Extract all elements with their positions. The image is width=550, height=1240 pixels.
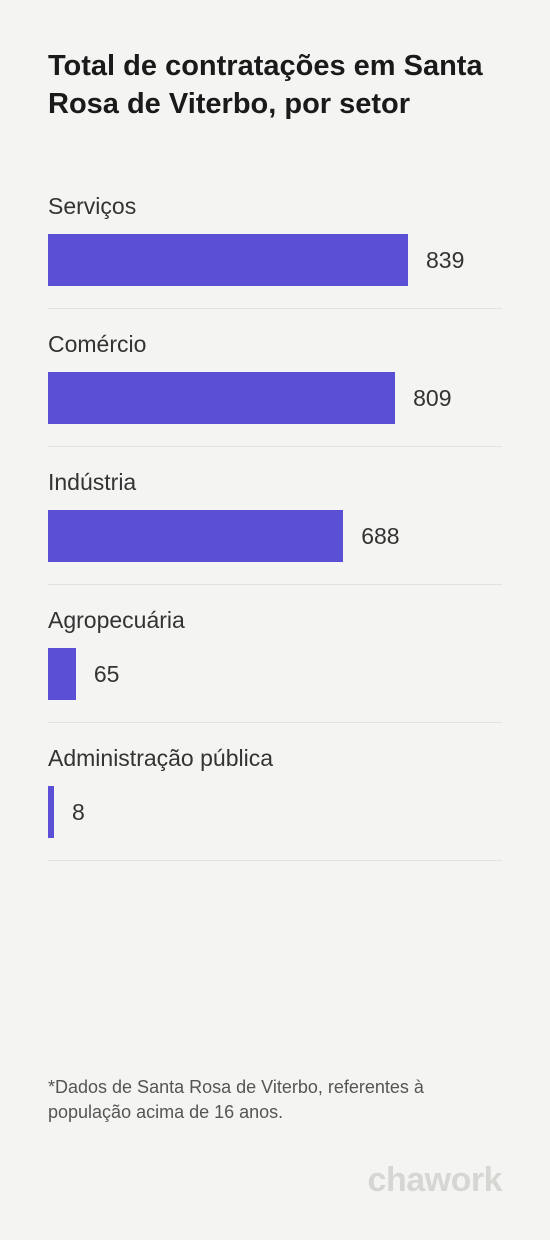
bar-chart: Serviços 839 Comércio 809 Indústria 688 Agrope… — [48, 193, 502, 1070]
bar-line: 809 — [48, 372, 502, 424]
bar-row: Indústria 688 — [48, 469, 502, 585]
bar-value: 688 — [361, 523, 399, 550]
bar-row: Administração pública 8 — [48, 745, 502, 861]
chart-title: Total de contratações em Santa Rosa de V… — [48, 48, 502, 123]
bar-value: 839 — [426, 247, 464, 274]
bar-row: Comércio 809 — [48, 331, 502, 447]
bar-row: Serviços 839 — [48, 193, 502, 309]
bar-value: 8 — [72, 799, 85, 826]
bar-label: Indústria — [48, 469, 502, 496]
bar-line: 839 — [48, 234, 502, 286]
bar — [48, 234, 408, 286]
bar-label: Comércio — [48, 331, 502, 358]
bar — [48, 648, 76, 700]
bar-label: Agropecuária — [48, 607, 502, 634]
bar-line: 8 — [48, 786, 502, 838]
bar-row: Agropecuária 65 — [48, 607, 502, 723]
footnote: *Dados de Santa Rosa de Viterbo, referen… — [48, 1075, 502, 1125]
bar — [48, 510, 343, 562]
bar-label: Administração pública — [48, 745, 502, 772]
bar-value: 65 — [94, 661, 120, 688]
bar-line: 688 — [48, 510, 502, 562]
bar — [48, 372, 395, 424]
bar — [48, 786, 54, 838]
bar-label: Serviços — [48, 193, 502, 220]
brand-logo: chawork — [48, 1161, 502, 1200]
bar-value: 809 — [413, 385, 451, 412]
bar-line: 65 — [48, 648, 502, 700]
